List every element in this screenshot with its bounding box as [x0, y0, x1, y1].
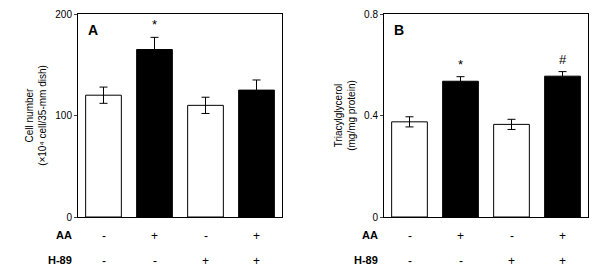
svg-text:+: +	[559, 254, 566, 268]
svg-text:H-89: H-89	[354, 254, 378, 266]
svg-text:*: *	[458, 57, 463, 72]
svg-text:AA: AA	[362, 229, 378, 241]
svg-text:A: A	[88, 22, 98, 38]
svg-text:-: -	[153, 254, 157, 268]
svg-text:100: 100	[55, 110, 72, 121]
svg-text:H-89: H-89	[48, 254, 72, 266]
svg-text:-: -	[510, 229, 514, 243]
svg-text:0.8: 0.8	[364, 9, 378, 20]
svg-text:+: +	[559, 229, 566, 243]
svg-text:Triacylglycerol(mg/mg protein): Triacylglycerol(mg/mg protein)	[333, 80, 357, 151]
svg-text:-: -	[408, 254, 412, 268]
svg-text:*: *	[152, 17, 157, 32]
svg-text:AA: AA	[56, 229, 72, 241]
svg-text:+: +	[253, 254, 260, 268]
svg-text:-: -	[459, 254, 463, 268]
svg-text:0: 0	[66, 212, 72, 223]
svg-text:+: +	[202, 254, 209, 268]
svg-text:#: #	[559, 52, 567, 67]
svg-text:200: 200	[55, 9, 72, 20]
svg-text:-: -	[102, 229, 106, 243]
svg-text:+: +	[253, 229, 260, 243]
svg-text:-: -	[408, 229, 412, 243]
svg-text:+: +	[457, 229, 464, 243]
svg-text:+: +	[508, 254, 515, 268]
svg-text:-: -	[204, 229, 208, 243]
svg-text:B: B	[394, 22, 404, 38]
svg-text:0.4: 0.4	[364, 110, 378, 121]
svg-text:0: 0	[372, 212, 378, 223]
svg-text:+: +	[151, 229, 158, 243]
svg-text:Cell number(×10⁴ cell/35-mm di: Cell number(×10⁴ cell/35-mm dish)	[24, 65, 48, 166]
svg-text:-: -	[102, 254, 106, 268]
